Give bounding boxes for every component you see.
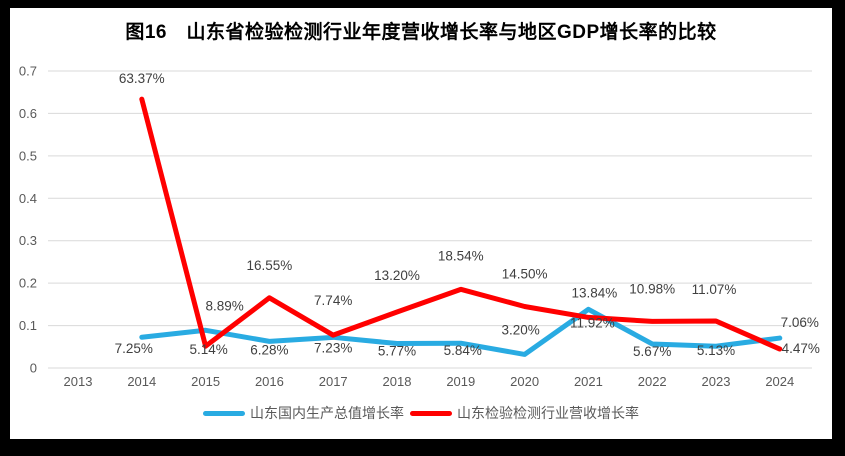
x-tick-label: 2023 — [702, 374, 731, 389]
x-tick-label: 2024 — [765, 374, 794, 389]
x-tick-label: 2013 — [64, 374, 93, 389]
industry-value-label: 11.07% — [692, 282, 737, 297]
chart-title: 图16 山东省检验检测行业年度营收增长率与地区GDP增长率的比较 — [125, 22, 717, 43]
chart-container: 图16 山东省检验检测行业年度营收增长率与地区GDP增长率的比较 0 0.1 0.2… — [10, 8, 832, 439]
gdp-value-label: 5.13% — [697, 343, 735, 358]
gdp-value-label: 5.77% — [378, 344, 416, 359]
industry-value-label: 14.50% — [502, 266, 548, 281]
y-tick-label: 0.4 — [19, 191, 37, 206]
chart-legend: 山东国内生产总值增长率 山东检验检测行业营收增长率 — [10, 402, 832, 424]
gdp-value-label: 7.25% — [115, 341, 153, 356]
industry-value-label: 10.98% — [629, 281, 675, 296]
x-tick-label: 2017 — [319, 374, 348, 389]
y-tick-label: 0.5 — [19, 148, 37, 163]
legend-item-gdp: 山东国内生产总值增长率 — [203, 403, 404, 423]
gdp-value-label: 13.84% — [572, 285, 618, 300]
y-tick-label: 0 — [30, 361, 37, 376]
y-tick-label: 0.1 — [19, 318, 37, 333]
chart-svg: 0 0.1 0.2 0.3 0.4 0.5 0.6 0.7 2013 2014 2015 2016 20… — [19, 64, 820, 390]
y-tick-label: 0.2 — [19, 276, 37, 291]
x-tick-label: 2022 — [638, 374, 667, 389]
y-tick-label: 0.3 — [19, 233, 37, 248]
legend-label-gdp: 山东国内生产总值增长率 — [250, 405, 404, 421]
x-tick-label: 2021 — [574, 374, 603, 389]
x-tick-label: 2019 — [446, 374, 475, 389]
gdp-value-label: 7.23% — [314, 340, 352, 355]
series-line-industry — [139, 96, 783, 352]
gdp-value-label: 5.67% — [633, 344, 671, 359]
x-tick-label: 2015 — [191, 374, 220, 389]
industry-value-label: 11.92% — [570, 315, 615, 330]
legend-swatch-gdp — [203, 410, 245, 416]
x-tick-label: 2020 — [510, 374, 539, 389]
industry-value-label: 18.54% — [438, 248, 484, 263]
industry-value-label: 4.47% — [782, 341, 820, 356]
industry-value-label: 5.14% — [189, 342, 227, 357]
y-tick-label: 0.6 — [19, 106, 37, 121]
gdp-value-label: 6.28% — [250, 342, 288, 357]
industry-value-label: 13.20% — [374, 268, 420, 283]
legend-label-industry: 山东检验检测行业营收增长率 — [457, 405, 639, 421]
gdp-value-label: 7.06% — [781, 315, 819, 330]
gdp-value-label: 8.89% — [205, 298, 243, 313]
gdp-value-label: 5.84% — [444, 343, 482, 358]
series-line-gdp — [139, 306, 783, 357]
x-tick-label: 2018 — [383, 374, 412, 389]
legend-item-industry: 山东检验检测行业营收增长率 — [410, 403, 639, 423]
industry-value-label: 16.55% — [247, 258, 293, 273]
gdp-value-label: 3.20% — [501, 322, 539, 337]
industry-value-label: 7.74% — [314, 293, 352, 308]
x-tick-label: 2014 — [127, 374, 156, 389]
industry-value-label: 63.37% — [119, 71, 165, 86]
y-tick-label: 0.7 — [19, 64, 37, 79]
x-tick-label: 2016 — [255, 374, 284, 389]
legend-swatch-industry — [410, 410, 452, 416]
